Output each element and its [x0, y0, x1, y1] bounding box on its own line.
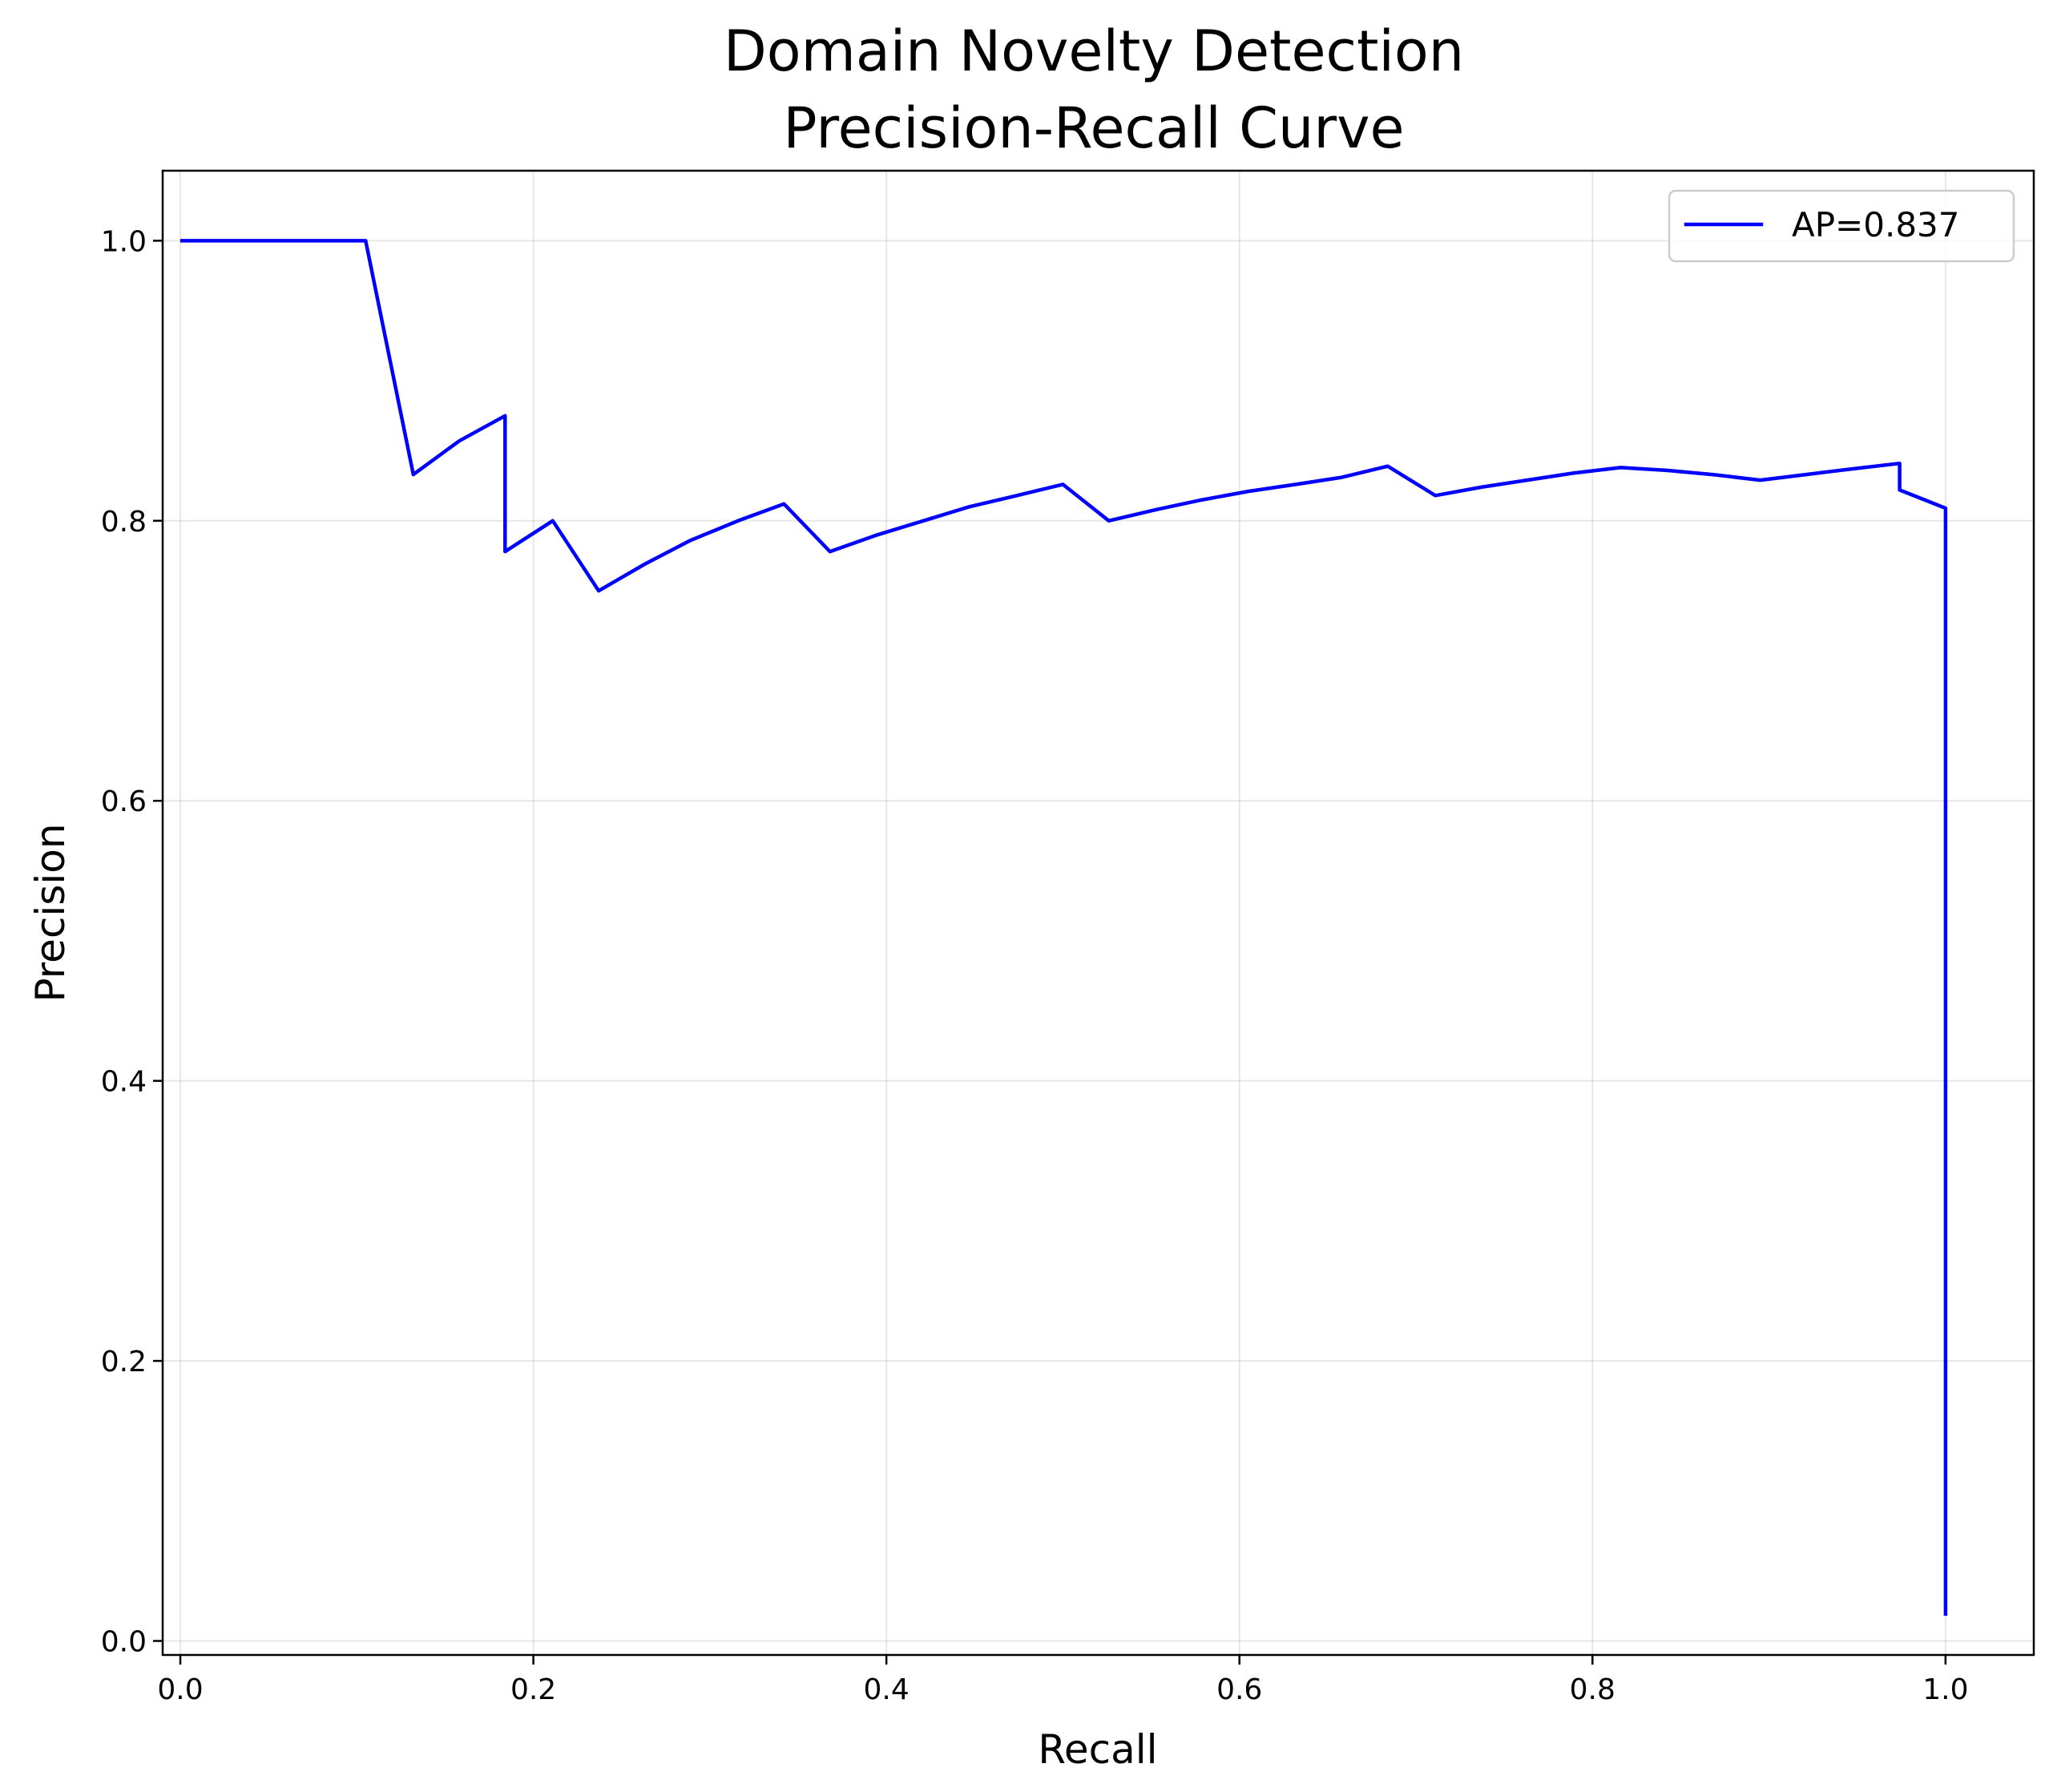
x-tick-label: 0.6 [1216, 1673, 1262, 1706]
chart-title-line-2: Precision-Recall Curve [783, 95, 1404, 161]
y-tick-label: 0.2 [101, 1346, 147, 1378]
y-tick-label: 0.8 [101, 506, 147, 539]
y-axis-label: Precision [27, 823, 74, 1002]
chart-title-line-1: Domain Novelty Detection [724, 18, 1464, 84]
x-tick-label: 0.2 [510, 1673, 556, 1706]
y-tick-label: 0.4 [101, 1066, 147, 1099]
series-line [180, 239, 1948, 1616]
y-tick-label: 1.0 [101, 225, 147, 258]
legend: AP=0.837 [1668, 189, 2015, 263]
axis-ticks: 0.0 0.2 0.4 0.6 0.8 1.0 0.0 0.2 0.4 0.6 0.8 1.0 [101, 225, 1969, 1706]
y-tick-label: 0.6 [101, 785, 147, 818]
plot-frame [161, 169, 2035, 1657]
legend-frame [1668, 189, 2015, 263]
y-tick-label: 0.0 [101, 1626, 147, 1659]
series-layer [180, 239, 1948, 1616]
x-tick-label: 0.8 [1570, 1673, 1615, 1706]
x-tick-label: 1.0 [1922, 1673, 1968, 1706]
x-tick-label: 0.0 [157, 1673, 203, 1706]
x-tick-label: 0.4 [864, 1673, 910, 1706]
x-axis-label: Recall [1038, 1726, 1157, 1773]
legend-label-ap: AP=0.837 [1792, 205, 1960, 244]
